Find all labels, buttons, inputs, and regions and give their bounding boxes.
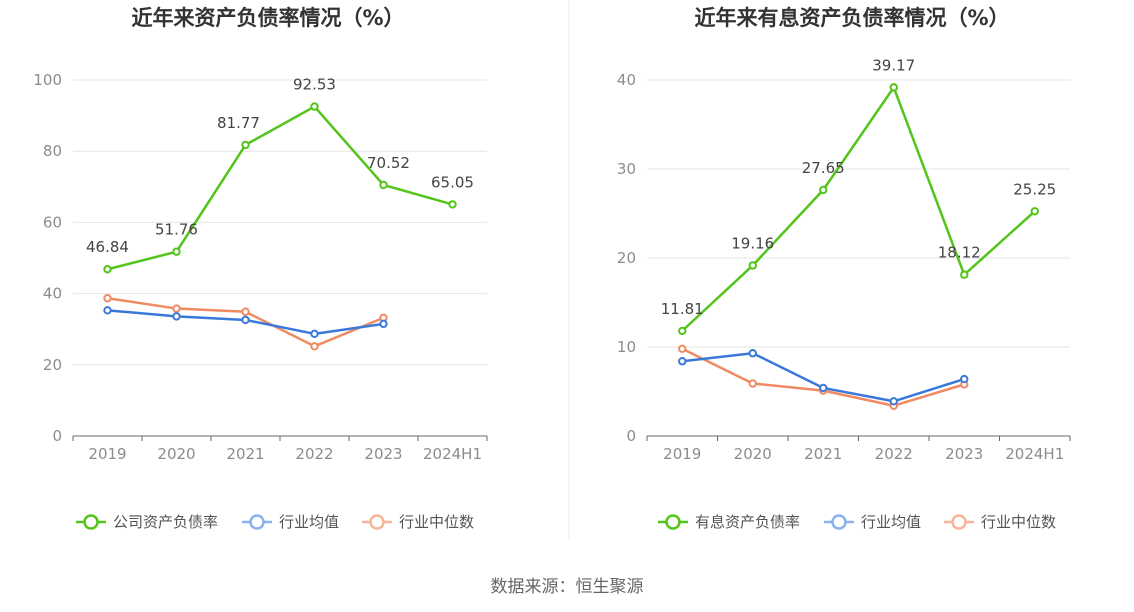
chart-debt-ratio: 近年来资产负债率情况（%） 0 20 40 60 80 100 2019 2020 2021 202… — [33, 6, 488, 531]
legend-marker — [665, 514, 681, 530]
y-tick-label: 0 — [52, 427, 62, 445]
data-point — [960, 270, 969, 279]
data-label: 39.17 — [872, 56, 915, 74]
data-point — [241, 140, 250, 150]
data-label: 18.12 — [938, 244, 981, 262]
data-label: 19.16 — [731, 234, 774, 252]
y-tick-label: 40 — [617, 71, 636, 89]
y-tick-label: 80 — [43, 142, 62, 160]
data-label: 27.65 — [802, 159, 845, 177]
y-tick-label: 10 — [617, 338, 636, 356]
y-tick-label: 20 — [617, 249, 636, 267]
data-point — [1030, 207, 1039, 216]
chart-title: 近年来有息资产负债率情况（%） — [694, 6, 1009, 30]
data-point — [172, 247, 181, 256]
chart-interest-bearing-debt-ratio: 近年来有息资产负债率情况（%） 0 10 20 30 40 2019 2020 2021 2022… — [617, 6, 1071, 531]
y-tick-label: 0 — [626, 427, 636, 445]
data-point — [448, 200, 457, 209]
data-source-note: 数据来源：恒生聚源 — [491, 577, 644, 597]
legend-marker — [249, 514, 265, 530]
y-tick-label: 40 — [43, 285, 62, 303]
y-tick-label: 60 — [43, 213, 62, 231]
data-point — [172, 312, 181, 321]
data-point — [241, 315, 250, 325]
x-tick-label: 2024H1 — [423, 445, 482, 463]
data-label: 81.77 — [217, 114, 260, 132]
data-point — [103, 294, 112, 303]
legend-marker — [951, 514, 967, 530]
data-point — [172, 304, 181, 313]
x-tick-label: 2022 — [875, 445, 913, 463]
data-label: 51.76 — [155, 221, 198, 239]
data-point — [310, 342, 319, 351]
x-tick-label: 2023 — [364, 445, 402, 463]
data-point — [960, 374, 969, 384]
data-point — [310, 102, 319, 111]
x-tick-label: 2021 — [226, 445, 264, 463]
data-point — [678, 326, 687, 336]
y-tick-label: 100 — [33, 71, 62, 89]
data-point — [103, 306, 112, 315]
data-point — [379, 180, 388, 190]
legend-label: 有息资产负债率 — [695, 513, 800, 531]
data-point — [310, 329, 319, 339]
data-point — [819, 383, 828, 393]
legend-marker — [369, 514, 385, 530]
chart-title: 近年来资产负债率情况（%） — [131, 6, 404, 30]
data-label: 70.52 — [367, 154, 410, 172]
data-point — [748, 349, 757, 358]
data-point — [241, 307, 250, 316]
data-point — [889, 397, 898, 406]
legend-label: 行业均值 — [861, 513, 921, 531]
data-point — [748, 261, 757, 270]
data-point — [379, 319, 388, 329]
data-point — [819, 185, 828, 195]
legend-label: 行业中位数 — [981, 513, 1056, 531]
x-tick-label: 2023 — [945, 445, 983, 463]
series-line — [681, 86, 1036, 332]
data-point — [678, 357, 687, 366]
data-point — [678, 344, 687, 353]
data-label: 25.25 — [1013, 180, 1056, 198]
legend-label: 公司资产负债率 — [113, 513, 218, 531]
data-point — [103, 265, 112, 274]
x-tick-label: 2022 — [295, 445, 333, 463]
data-point — [748, 379, 757, 388]
data-label: 92.53 — [293, 76, 336, 94]
series-line — [107, 105, 453, 271]
x-tick-label: 2021 — [804, 445, 842, 463]
legend-label: 行业中位数 — [399, 513, 474, 531]
x-tick-label: 2020 — [734, 445, 772, 463]
legend-label: 行业均值 — [279, 513, 339, 531]
data-label: 11.81 — [661, 300, 704, 318]
legend-marker — [83, 514, 99, 530]
x-tick-label: 2019 — [88, 445, 126, 463]
data-label: 65.05 — [431, 173, 474, 191]
legend-marker — [831, 514, 847, 530]
x-tick-label: 2024H1 — [1005, 445, 1064, 463]
y-tick-label: 30 — [617, 160, 636, 178]
data-point — [889, 83, 898, 92]
data-label: 46.84 — [86, 238, 129, 256]
x-tick-label: 2019 — [663, 445, 701, 463]
x-tick-label: 2020 — [157, 445, 195, 463]
y-tick-label: 20 — [43, 356, 62, 374]
